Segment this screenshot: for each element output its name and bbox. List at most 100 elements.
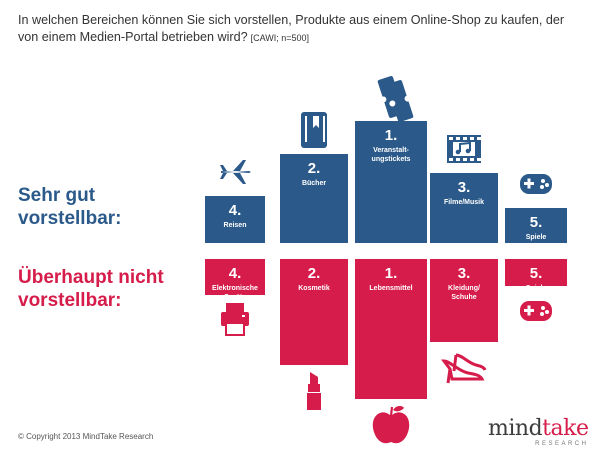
bar-group-b-cher: 2. Bücher [280, 112, 348, 243]
note-stem [459, 141, 471, 152]
question-text: In welchen Bereichen können Sie sich vor… [18, 13, 565, 44]
apple-icon [372, 406, 410, 444]
ticket-notch [389, 100, 396, 107]
shoe-second-heel [452, 354, 458, 372]
ticket-notch [380, 96, 387, 103]
bar-group-reisen: 4. Reisen [205, 160, 265, 243]
ticket-front [386, 80, 414, 122]
question-heading: In welchen Bereichen können Sie sich vor… [18, 12, 578, 47]
pad-button [541, 179, 545, 183]
book-icon [301, 112, 327, 148]
lipstick-tip [310, 372, 318, 384]
bar-label: Filme/Musik [444, 199, 484, 206]
pad-button [545, 310, 549, 314]
rank-label: 1. [385, 265, 398, 282]
film-hole [463, 137, 467, 140]
rank-label: 1. [385, 127, 398, 144]
bar-b-cher [280, 154, 348, 243]
bar-group-veranstalt-ungstickets: 1. Veranstalt-ungstickets [355, 76, 427, 243]
gamepad-icon [520, 174, 552, 194]
bar-label: Veranstalt- [373, 147, 409, 154]
ticket-shape [386, 80, 414, 122]
film-hole [456, 137, 460, 140]
bar-label: Kosmetik [298, 285, 330, 292]
gamepad-icon [520, 301, 552, 321]
logo-subline: RESEARCH [535, 441, 589, 447]
logo-wordmark-accent: take [542, 416, 589, 441]
bar-group-lebensmittel: 1. Lebensmittel [355, 259, 427, 444]
label-ueberhaupt-nicht-line2: vorstellbar: [18, 290, 122, 311]
series-ueberhaupt-nicht: 4. Elektronische Geräte 2. Kosmetik 1. Lebensm… [205, 259, 567, 444]
plane-tail [220, 173, 227, 179]
logo-wordmark: mindtake [488, 416, 589, 441]
pad-button [541, 306, 545, 310]
bar-label: ungstickets [372, 156, 411, 163]
bar-group-kosmetik: 2. Kosmetik [280, 259, 348, 410]
printer-output [225, 322, 245, 336]
plane-wing [233, 173, 246, 184]
pad-button [545, 183, 549, 187]
tickets-icon [377, 76, 414, 122]
bar-label: Kleidung/ [448, 285, 480, 292]
bar-label: Schuhe [451, 294, 476, 301]
apple-leaf [393, 406, 404, 412]
film-hole [463, 158, 467, 161]
film-music-icon [447, 135, 481, 163]
printer-icon [221, 303, 249, 336]
bar-label: Lebensmittel [369, 285, 412, 292]
shoe-second [455, 353, 487, 371]
plane-body [221, 171, 251, 173]
sample-note: [CAWI; n=500] [250, 33, 310, 43]
copyright: © Copyright 2013 MindTake Research [18, 432, 154, 441]
film-hole [470, 158, 474, 161]
bar-group-spiele: 5. Spiele [505, 174, 567, 243]
rank-label: 4. [229, 265, 242, 282]
note-head [455, 149, 461, 155]
airplane-icon [220, 160, 251, 184]
label-ueberhaupt-nicht-line1: Überhaupt nicht [18, 267, 164, 288]
bar-group-kleidung-schuhe: 3. Kleidung/Schuhe [430, 259, 498, 384]
bar-label: Bücher [302, 180, 326, 187]
label-ueberhaupt-nicht: Überhaupt nicht vorstellbar: [18, 266, 164, 312]
film-hole [470, 137, 474, 140]
ticket-notch [404, 95, 411, 102]
bar-label: Spiele [526, 234, 547, 241]
lipstick-icon [307, 372, 321, 410]
series-sehr-gut: 4. Reisen 2. Bücher 1. Veranstalt-ungstickets… [205, 76, 567, 243]
pad-button [540, 312, 544, 316]
bar-label: Spiele [526, 285, 547, 292]
label-sehr-gut-line1: Sehr gut [18, 185, 96, 206]
logo-wordmark-dark: mind [488, 416, 543, 441]
bar-label: Reisen [224, 222, 247, 229]
film-hole [449, 158, 453, 161]
bar-reisen [205, 196, 265, 243]
book-ribbon [313, 116, 319, 128]
rank-label: 2. [308, 265, 321, 282]
printer-paper [226, 303, 244, 313]
rank-label: 5. [530, 214, 543, 231]
film-hole [449, 137, 453, 140]
bar-kosmetik [280, 259, 348, 365]
pad-dpad [527, 305, 531, 316]
bar-filme-musik [430, 173, 498, 243]
bar-spiele [505, 208, 567, 243]
label-sehr-gut: Sehr gut vorstellbar: [18, 184, 121, 230]
label-sehr-gut-line2: vorstellbar: [18, 208, 122, 229]
printer-led [242, 315, 245, 317]
apple-stem [389, 406, 394, 417]
rank-label: 5. [530, 265, 543, 282]
bar-label: Geräte [224, 294, 246, 301]
rank-label: 3. [458, 179, 471, 196]
rank-label: 2. [308, 160, 321, 177]
bar-elektronische-ger-te [205, 259, 265, 295]
bar-group-elektronische-ger-te: 4. Elektronische Geräte [205, 259, 265, 336]
rank-label: 4. [229, 202, 242, 219]
shoe-icon [440, 353, 487, 384]
bar-lebensmittel [355, 259, 427, 399]
bar-group-spiele: 5. Spiele [505, 259, 567, 321]
bar-veranstalt-ungstickets [355, 121, 427, 243]
lipstick-case [307, 393, 321, 410]
pad-dpad [527, 178, 531, 189]
